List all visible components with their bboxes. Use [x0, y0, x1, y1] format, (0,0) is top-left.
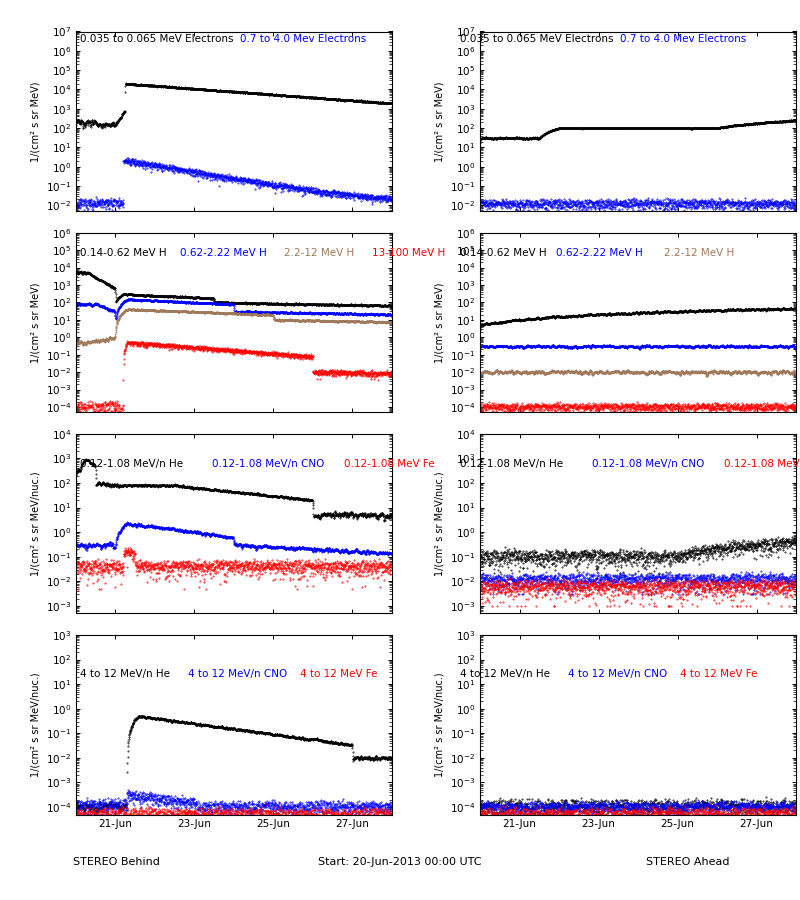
Y-axis label: 1/(cm² s sr MeV/nuc.): 1/(cm² s sr MeV/nuc.): [434, 672, 444, 777]
Text: 0.12-1.08 MeV Fe: 0.12-1.08 MeV Fe: [724, 459, 800, 469]
Y-axis label: 1/(cm² s sr MeV): 1/(cm² s sr MeV): [30, 81, 40, 161]
Y-axis label: 1/(cm² s sr MeV/nuc.): 1/(cm² s sr MeV/nuc.): [434, 472, 444, 576]
Text: 0.035 to 0.065 MeV Electrons: 0.035 to 0.065 MeV Electrons: [460, 34, 614, 44]
Text: Start: 20-Jun-2013 00:00 UTC: Start: 20-Jun-2013 00:00 UTC: [318, 857, 482, 867]
Text: 0.12-1.08 MeV Fe: 0.12-1.08 MeV Fe: [344, 459, 434, 469]
Text: 0.035 to 0.065 MeV Electrons: 0.035 to 0.065 MeV Electrons: [80, 34, 234, 44]
Text: 4 to 12 MeV/n He: 4 to 12 MeV/n He: [460, 669, 550, 679]
Text: 4 to 12 MeV Fe: 4 to 12 MeV Fe: [300, 669, 378, 679]
Y-axis label: 1/(cm² s sr MeV/nuc.): 1/(cm² s sr MeV/nuc.): [30, 672, 40, 777]
Text: 0.12-1.08 MeV/n He: 0.12-1.08 MeV/n He: [80, 459, 183, 469]
Text: 0.7 to 4.0 Mev Electrons: 0.7 to 4.0 Mev Electrons: [240, 34, 366, 44]
Text: 4 to 12 MeV/n CNO: 4 to 12 MeV/n CNO: [188, 669, 287, 679]
Text: 0.62-2.22 MeV H: 0.62-2.22 MeV H: [180, 248, 266, 257]
Y-axis label: 1/(cm² s sr MeV): 1/(cm² s sr MeV): [30, 283, 40, 363]
Text: 13-100 MeV H: 13-100 MeV H: [372, 248, 446, 257]
Text: 4 to 12 MeV/n CNO: 4 to 12 MeV/n CNO: [568, 669, 667, 679]
Text: 0.12-1.08 MeV/n He: 0.12-1.08 MeV/n He: [460, 459, 563, 469]
Text: 2.2-12 MeV H: 2.2-12 MeV H: [284, 248, 354, 257]
Y-axis label: 1/(cm² s sr MeV): 1/(cm² s sr MeV): [434, 81, 445, 161]
Y-axis label: 1/(cm² s sr MeV): 1/(cm² s sr MeV): [434, 283, 444, 363]
Text: 0.14-0.62 MeV H: 0.14-0.62 MeV H: [460, 248, 546, 257]
Text: 0.62-2.22 MeV H: 0.62-2.22 MeV H: [556, 248, 642, 257]
Text: 0.12-1.08 MeV/n CNO: 0.12-1.08 MeV/n CNO: [212, 459, 324, 469]
Text: STEREO Behind: STEREO Behind: [73, 857, 159, 867]
Text: 0.14-0.62 MeV H: 0.14-0.62 MeV H: [80, 248, 166, 257]
Text: 0.7 to 4.0 Mev Electrons: 0.7 to 4.0 Mev Electrons: [620, 34, 746, 44]
Text: STEREO Ahead: STEREO Ahead: [646, 857, 730, 867]
Text: 4 to 12 MeV/n He: 4 to 12 MeV/n He: [80, 669, 170, 679]
Y-axis label: 1/(cm² s sr MeV/nuc.): 1/(cm² s sr MeV/nuc.): [30, 472, 40, 576]
Text: 0.12-1.08 MeV/n CNO: 0.12-1.08 MeV/n CNO: [592, 459, 704, 469]
Text: 2.2-12 MeV H: 2.2-12 MeV H: [664, 248, 734, 257]
Text: 4 to 12 MeV Fe: 4 to 12 MeV Fe: [680, 669, 758, 679]
